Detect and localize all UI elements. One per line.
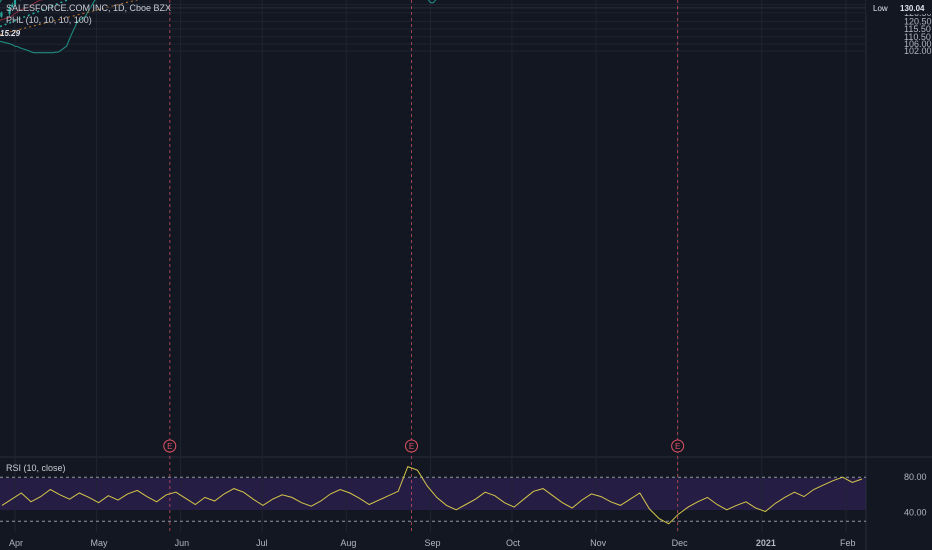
y-tick-label: 120.50 [904, 16, 932, 26]
x-tick-label: Sep [425, 538, 441, 548]
low-badge: Low 130.04 [866, 0, 932, 14]
x-tick-label: Apr [9, 538, 23, 548]
candle-body [13, 0, 17, 5]
indicator-title: PHL (10, 10, 10, 100) [6, 15, 92, 25]
earnings-marker-label: E [167, 442, 172, 451]
x-tick-label: Jul [256, 538, 268, 548]
trend-lines [0, 0, 139, 35]
y-tick-label: 110.50 [904, 32, 931, 42]
x-tick-label: Aug [340, 538, 356, 548]
rising-wedge-bottom [0, 0, 139, 35]
low-badge-label: Low [873, 4, 888, 13]
x-tick-label: Jun [175, 538, 190, 548]
time-axis: Apr May Jun Jul Aug Sep Oct Nov Dec 2021 Feb [9, 538, 856, 548]
candle [8, 5, 11, 16]
earnings-marker [671, 439, 685, 453]
horizontal-levels [0, 0, 866, 532]
rsi-tick-label: 80.00 [904, 472, 927, 482]
low-left-label: 15.29 [0, 29, 21, 38]
x-tick-label: Nov [590, 538, 607, 548]
y-tick-label: 106.00 [904, 39, 932, 49]
x-tick-label: Dec [672, 538, 689, 548]
support-trendline [0, 0, 70, 28]
rsi-panel [0, 465, 866, 525]
earnings-marker [404, 439, 418, 453]
grid [0, 0, 866, 532]
earnings-marker [163, 439, 177, 453]
earnings-marker-label: E [675, 442, 680, 451]
price-axis: 270.00260.00250.00240.00230.00220.00210.… [866, 0, 932, 517]
rsi-tick-label: 40.00 [904, 507, 927, 517]
x-tick-label: 2021 [756, 538, 776, 548]
annotations: 284.5➔3 CrowsDT5 StarRWgap filledChannel… [0, 29, 685, 453]
candle-body [11, 4, 14, 8]
x-tick-label: Oct [506, 538, 521, 548]
low-badge-bg [866, 0, 932, 14]
symbol-title: SALESFORCE.COM INC, 1D, Cboe BZX [6, 3, 172, 13]
rsi-title: RSI (10, close) [6, 463, 66, 473]
y-tick-label: 138.50 [904, 0, 932, 2]
earnings-marker-label: E [409, 442, 414, 451]
candle-body [8, 7, 11, 14]
rsi-band-fill [0, 478, 866, 510]
candle-body [0, 12, 3, 17]
candles [0, 0, 21, 18]
y-tick-label: 102.00 [904, 46, 932, 56]
rsi-line [1, 465, 863, 525]
x-tick-label: Feb [840, 538, 856, 548]
y-tick-label: 115.50 [904, 24, 931, 34]
low-badge-value: 130.04 [900, 4, 925, 13]
candle [11, 2, 14, 8]
candle [13, 0, 17, 6]
candle [0, 11, 3, 18]
x-tick-label: May [90, 538, 108, 548]
